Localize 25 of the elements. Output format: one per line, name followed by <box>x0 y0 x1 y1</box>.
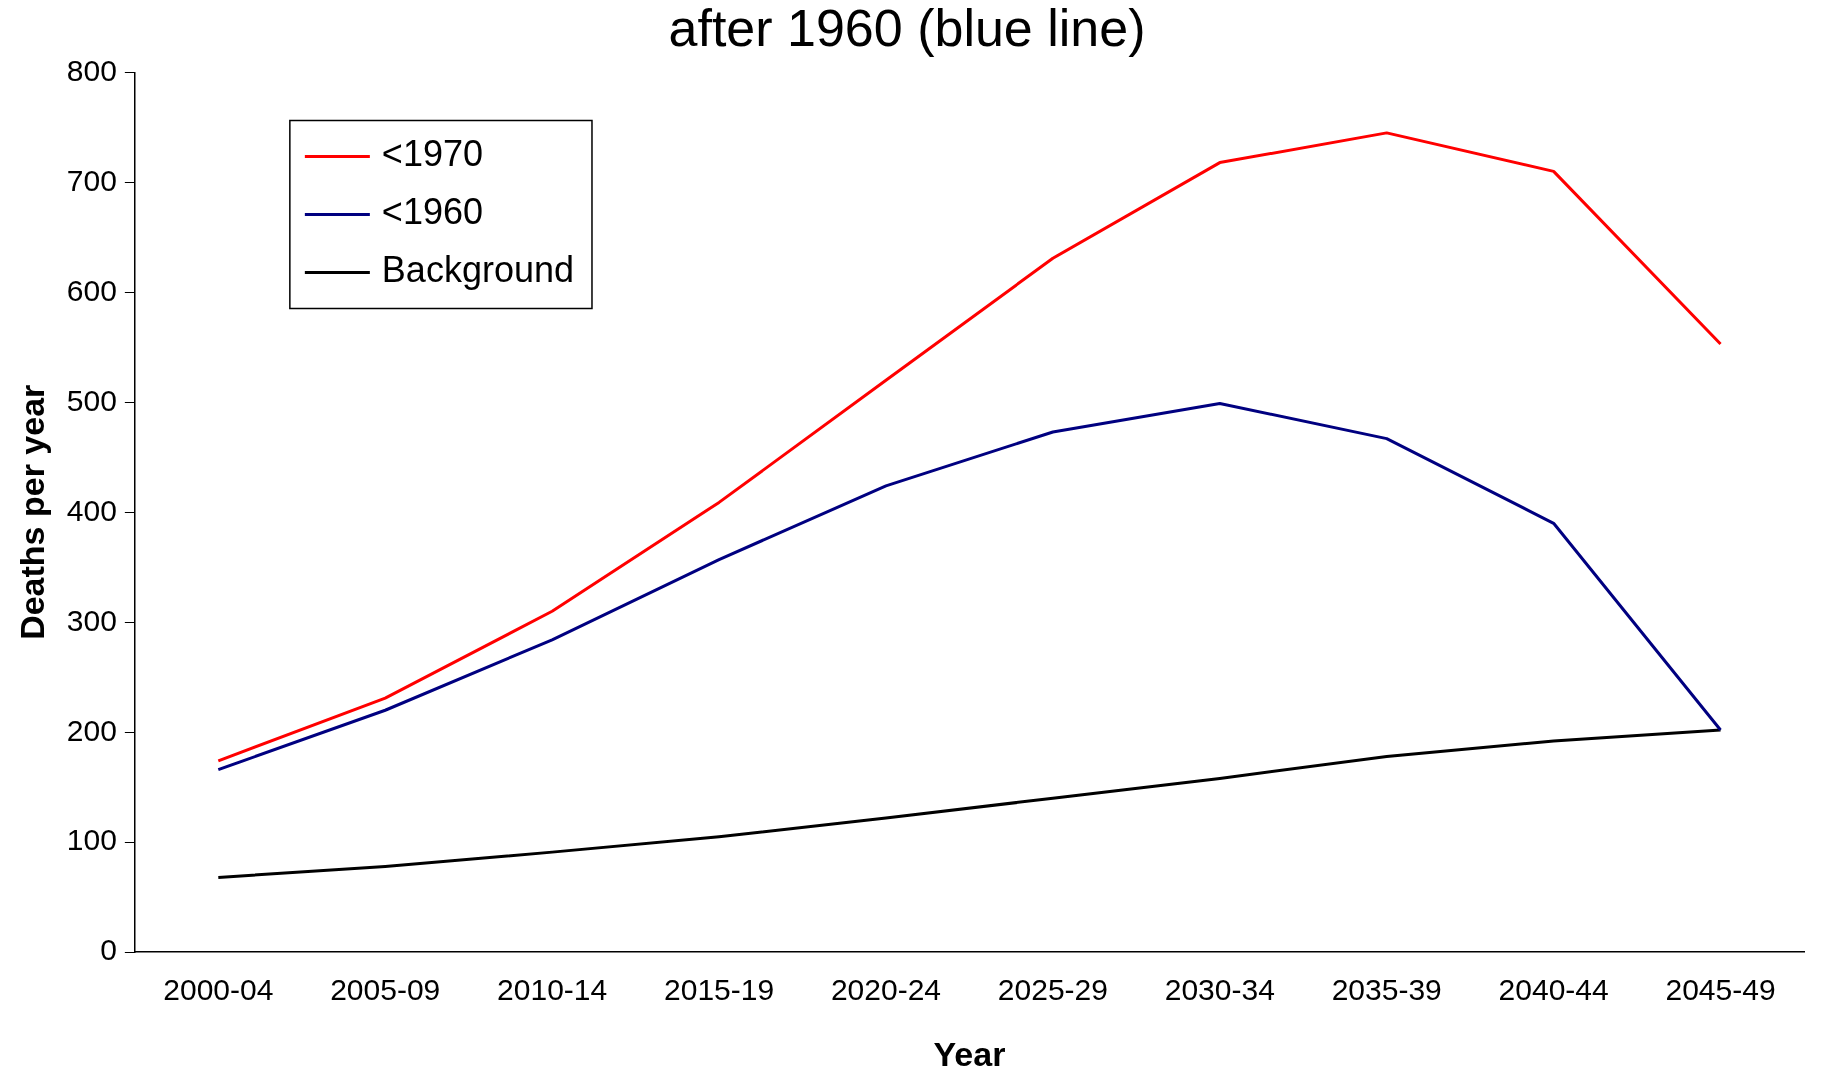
x-axis-title: Year <box>933 1034 1006 1073</box>
y-axis-title: Deaths per year <box>12 384 51 640</box>
legend-label: Background <box>381 249 574 291</box>
y-tick-label: 500 <box>66 383 117 417</box>
x-tick-label: 2040-44 <box>1498 973 1609 1007</box>
x-tick-label: 2015-19 <box>664 973 775 1007</box>
chart-title: after 1960 (blue line) <box>668 0 1146 57</box>
legend-label: <1960 <box>381 191 483 233</box>
x-tick-label: 2000-04 <box>163 973 274 1007</box>
y-tick-label: 0 <box>100 933 117 967</box>
y-tick-label: 100 <box>66 823 117 857</box>
x-tick-label: 2025-29 <box>997 973 1108 1007</box>
y-tick-label: 200 <box>66 713 117 747</box>
y-tick-label: 600 <box>66 273 117 307</box>
x-tick-label: 2010-14 <box>497 973 608 1007</box>
x-tick-label: 2045-49 <box>1665 973 1776 1007</box>
y-tick-label: 700 <box>66 163 117 197</box>
y-tick-label: 300 <box>66 603 117 637</box>
y-tick-label: 400 <box>66 493 117 527</box>
y-tick-label: 800 <box>66 53 117 87</box>
x-tick-label: 2005-09 <box>330 973 441 1007</box>
x-tick-label: 2035-39 <box>1331 973 1442 1007</box>
legend-label: <1970 <box>381 133 483 175</box>
x-tick-label: 2030-34 <box>1164 973 1275 1007</box>
x-tick-label: 2020-24 <box>830 973 942 1007</box>
